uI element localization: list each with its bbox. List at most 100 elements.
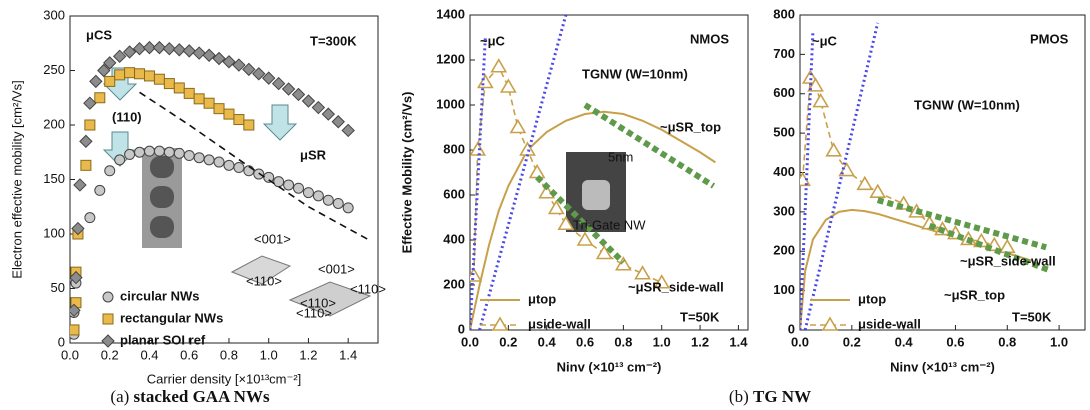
marker [233,114,245,126]
marker [153,145,165,157]
series-line [583,102,716,189]
marker [302,187,314,199]
marker [192,46,206,60]
marker [341,123,355,138]
series-line [928,222,1053,274]
y-tick-label: 300 [43,7,65,22]
marker [499,78,517,93]
y-tick-label: 800 [443,141,465,156]
annotation: <110> [350,281,386,296]
marker [80,159,92,171]
x-tick-label: 0.8 [220,347,238,362]
marker [70,303,81,318]
x-tick-label: 1.0 [260,347,278,362]
y-tick-label: 400 [443,231,465,246]
y-axis-label: Effective Mobility (cm²/Vs) [399,92,414,254]
marker [801,69,819,84]
marker [576,231,594,246]
x-tick-label: 0.8 [998,334,1016,349]
marker [273,176,285,188]
chart: 0 100 200 300 400 500 600 700 800 0.0 0.2 0.4 0.6 0.8… [773,6,1086,374]
x-tick-label: 0.0 [791,334,809,349]
caption: (b) TG NW [729,387,811,406]
marker [331,115,345,129]
marker [104,75,116,87]
y-tick-label: 400 [773,164,795,179]
marker [173,82,185,94]
annotation: ~μSR_top [660,119,721,134]
marker [634,265,651,280]
y-tick-label: 600 [443,186,465,201]
x-tick-label: 1.4 [729,334,748,349]
tem-inset [150,186,174,208]
y-tick-label: 200 [773,243,795,258]
annotation: 5nm [608,149,633,164]
legend-label: μside-wall [528,316,591,331]
x-tick-label: 0.0 [61,347,79,362]
marker [998,238,1016,254]
marker [202,48,216,62]
x-axis-label: Ninv (×10¹³ cm⁻²) [557,359,662,374]
marker [142,40,157,55]
marker [557,215,575,231]
series-line [470,37,487,330]
marker [312,190,324,202]
y-tick-label: 1200 [436,51,465,66]
marker [143,145,155,157]
annotation: μSR [300,147,327,162]
series-line [139,91,369,241]
marker [103,56,117,70]
marker [132,41,147,56]
marker [653,274,671,289]
y-tick-label: 600 [773,85,795,100]
marker [322,194,334,206]
marker [321,107,336,121]
x-tick-label: 0.2 [499,334,517,349]
x-tick-label: 0.6 [180,347,198,362]
marker [291,87,306,102]
plot-frame [469,14,749,331]
series-line [803,22,880,330]
marker [262,71,276,85]
caption: (a) stacked GAA NWs [110,387,270,406]
annotation: μCS [86,27,112,42]
x-tick-label: 1.0 [653,334,671,349]
marker [94,92,106,104]
series-line [473,65,663,284]
marker [102,291,114,303]
annotation: T=50K [680,309,720,324]
series-line [534,174,626,265]
plot [470,15,716,330]
x-tick-label: 1.2 [299,347,317,362]
y-tick-label: 800 [773,6,795,21]
marker [114,154,126,166]
marker [97,63,111,78]
plot [800,22,1053,330]
marker [825,142,843,157]
tem-inset [150,216,174,238]
marker [84,119,96,131]
plot [70,40,369,340]
annotation: ~μSR_top [944,287,1005,302]
marker [79,134,93,149]
legend-label: circular NWs [120,288,199,303]
x-tick-label: 0.0 [461,334,479,349]
series-line [800,208,1034,330]
marker [182,44,196,58]
annotation: TGNW (W=10nm) [914,97,1020,112]
marker [812,93,830,108]
chart: 0 200 400 600 800 1000 1200 1400 0.0 0.2 0.4 0.6 0.8… [399,6,749,374]
marker [538,184,556,199]
x-tick-label: 0.4 [140,347,158,362]
wire-sketch [230,255,292,285]
marker [122,45,137,59]
annotation: PMOS [1030,31,1069,46]
tem-inset [150,156,174,178]
marker [134,68,146,80]
annotation: ~μSR_side-wall [960,253,1056,268]
x-tick-label: 0.4 [895,334,914,349]
marker [203,97,215,109]
legend-label: μtop [858,291,886,306]
annotation: T=50K [1012,309,1052,324]
caption-text: stacked GAA NWs [134,387,270,406]
